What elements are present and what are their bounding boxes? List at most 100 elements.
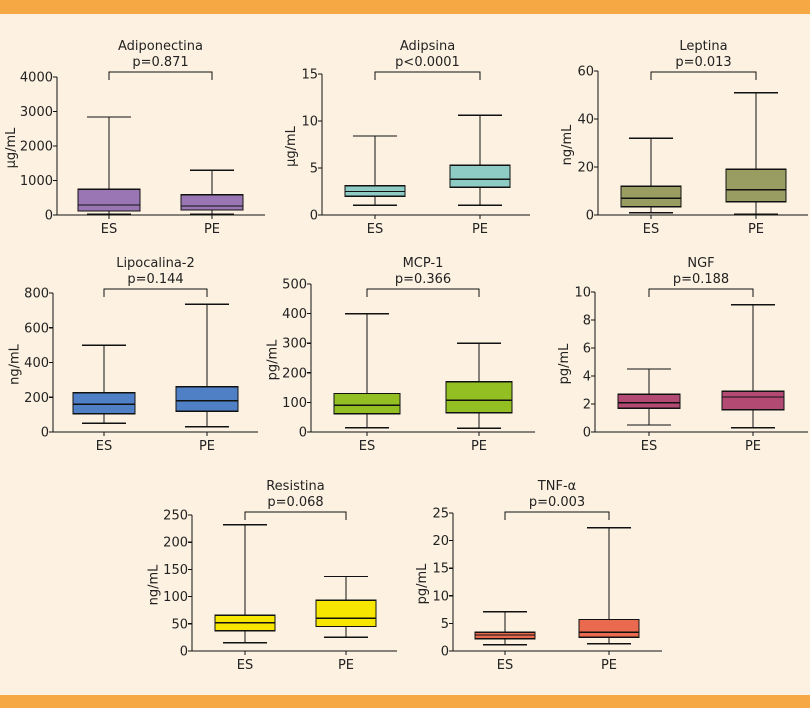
y-tick-label: 20: [432, 534, 449, 549]
box-pe: [449, 114, 511, 206]
iqr-box: [721, 390, 785, 411]
y-tick-label: 8: [583, 314, 591, 329]
y-tick-label: 5: [310, 162, 318, 177]
panel-lipocalina-2: Lipocalina-2p=0.144 0 200 400 600 800 ng/mL ES P…: [8, 256, 258, 454]
y-tick-label: 500: [282, 278, 307, 293]
top-band: [0, 0, 810, 14]
y-tick-label: 60: [577, 65, 594, 80]
significance-bracket: [504, 511, 610, 520]
p-value-label: p=0.871: [132, 55, 188, 70]
x-tick-label: ES: [497, 658, 513, 673]
p-value-label: p=0.003: [529, 495, 585, 510]
significance-bracket: [244, 511, 347, 520]
y-tick-label: 6: [583, 342, 591, 357]
x-tick-label: ES: [96, 439, 112, 454]
iqr-box: [725, 168, 787, 203]
panel-title: Lipocalina-2: [116, 256, 195, 271]
y-tick-label: 15: [432, 562, 449, 577]
iqr-box: [77, 188, 141, 212]
significance-bracket: [374, 71, 481, 80]
significance-bracket: [650, 71, 757, 80]
y-axis-label: µg/mL: [4, 127, 19, 169]
panel-title: Adiponectina: [118, 39, 203, 54]
box-es: [214, 524, 276, 644]
box-pe: [315, 575, 377, 639]
y-tick-label: 400: [24, 356, 49, 371]
iqr-box: [445, 380, 513, 414]
box-es: [620, 137, 682, 214]
box-pe: [578, 527, 640, 645]
y-tick-label: 0: [441, 645, 449, 660]
box-pe: [721, 303, 785, 429]
significance-bracket: [648, 288, 754, 297]
iqr-box: [578, 618, 640, 638]
y-axis-label: ng/mL: [560, 124, 575, 166]
p-value-label: p=0.144: [127, 272, 183, 287]
panel-title: NGF: [687, 256, 714, 271]
y-tick-label: 50: [171, 617, 188, 632]
y-tick-label: 0: [310, 209, 318, 224]
y-tick-label: 0: [299, 426, 307, 441]
y-tick-label: 2000: [20, 140, 53, 155]
y-tick-label: 25: [432, 507, 449, 522]
y-tick-label: 10: [574, 286, 591, 301]
x-tick-label: PE: [748, 222, 764, 237]
y-tick-label: 100: [282, 396, 307, 411]
y-tick-label: 0: [45, 209, 53, 224]
iqr-box: [180, 193, 244, 211]
y-tick-label: 4000: [20, 71, 53, 86]
y-axis-label: µg/mL: [284, 125, 299, 167]
x-tick-label: ES: [359, 439, 375, 454]
p-value-label: p<0.0001: [395, 55, 460, 70]
panel-title: Resistina: [266, 479, 325, 494]
significance-bracket: [103, 288, 208, 297]
p-value-label: p=0.188: [673, 272, 729, 287]
iqr-box: [72, 392, 136, 415]
y-tick-label: 200: [24, 391, 49, 406]
y-tick-label: 0: [41, 426, 49, 441]
y-tick-label: 15: [301, 68, 318, 83]
y-tick-label: 250: [163, 509, 188, 524]
iqr-box: [620, 185, 682, 208]
iqr-box: [617, 393, 681, 409]
box-es: [474, 611, 536, 646]
significance-bracket: [108, 71, 213, 80]
x-tick-label: ES: [101, 222, 117, 237]
box-es: [617, 368, 681, 426]
iqr-box: [175, 386, 239, 412]
panel-mcp-1: MCP-1p=0.366 0 100 200 300 400 500 pg/mL ES PE: [266, 256, 535, 454]
box-pe: [175, 303, 239, 428]
significance-bracket: [366, 288, 480, 297]
y-tick-label: 0: [586, 209, 594, 224]
bottom-band: [0, 695, 810, 708]
y-tick-label: 200: [282, 366, 307, 381]
y-tick-label: 5: [441, 617, 449, 632]
x-tick-label: PE: [199, 439, 215, 454]
x-tick-label: PE: [472, 222, 488, 237]
y-axis-label: pg/mL: [266, 339, 281, 381]
box-es: [72, 344, 136, 425]
y-tick-label: 1000: [20, 174, 53, 189]
x-tick-label: ES: [367, 222, 383, 237]
y-axis-label: pg/mL: [415, 563, 430, 605]
box-pe: [180, 169, 244, 216]
y-axis-label: ng/mL: [8, 343, 23, 385]
y-tick-label: 40: [577, 113, 594, 128]
x-tick-label: PE: [601, 658, 617, 673]
x-tick-label: PE: [745, 439, 761, 454]
panel-title: Adipsina: [400, 39, 455, 54]
y-tick-label: 10: [301, 115, 318, 130]
y-tick-label: 4: [583, 370, 591, 385]
panel-title: MCP-1: [403, 256, 444, 271]
x-tick-label: ES: [237, 658, 253, 673]
y-tick-label: 10: [432, 589, 449, 604]
y-axis-label: ng/mL: [147, 564, 162, 606]
y-tick-label: 20: [577, 161, 594, 176]
x-tick-label: PE: [471, 439, 487, 454]
y-tick-label: 0: [180, 645, 188, 660]
